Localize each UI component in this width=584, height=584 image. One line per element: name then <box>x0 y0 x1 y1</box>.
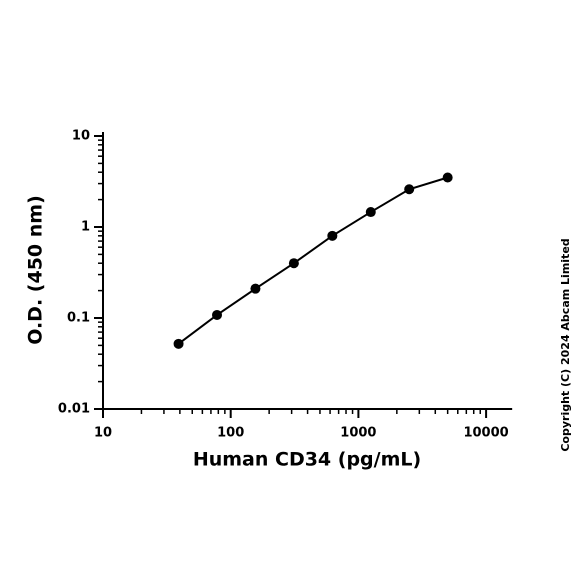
x-tick-label: 100 <box>217 426 244 441</box>
data-point <box>288 258 299 269</box>
data-point <box>442 172 453 183</box>
y-tick-label: 10 <box>72 129 90 144</box>
x-tick-label: 10000 <box>463 426 508 441</box>
x-axis-title: Human CD34 (pg/mL) <box>193 449 421 471</box>
y-axis-title: O.D. (450 nm) <box>25 195 47 345</box>
copyright: Copyright (C) 2024 Abcam Limited <box>559 238 572 451</box>
y-tick-label: 0.01 <box>58 402 90 417</box>
data-point <box>173 338 184 349</box>
data-point <box>250 283 261 294</box>
y-tick-label: 1 <box>81 220 90 235</box>
x-tick-label: 10 <box>94 426 112 441</box>
y-tick-label: 0.1 <box>67 311 90 326</box>
data-point <box>404 184 415 195</box>
x-tick-label: 1000 <box>340 426 376 441</box>
data-point <box>212 309 223 320</box>
data-point <box>365 207 376 218</box>
data-point <box>327 230 338 241</box>
fit-curve <box>177 176 448 345</box>
